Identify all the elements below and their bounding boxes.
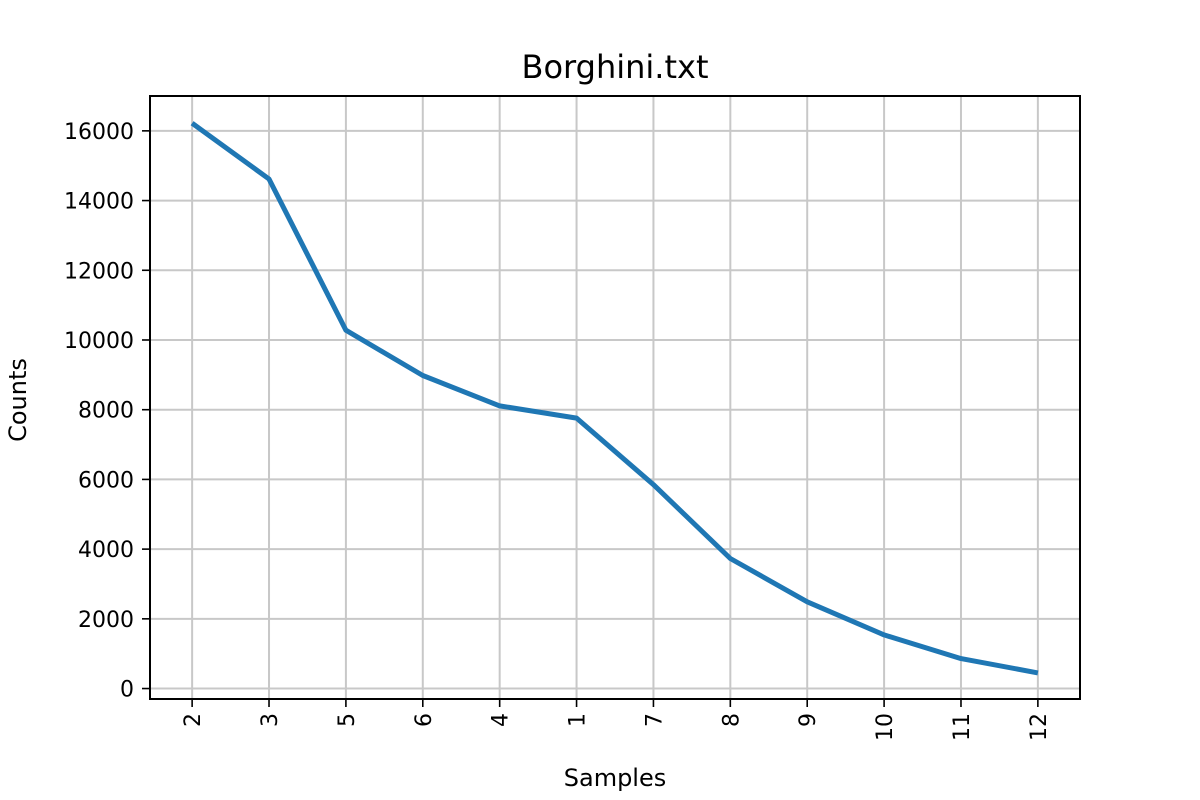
x-tick-label: 11 bbox=[950, 713, 975, 741]
x-tick-label: 7 bbox=[642, 713, 667, 727]
grid bbox=[150, 96, 1080, 699]
x-tick-label: 9 bbox=[796, 713, 821, 727]
y-axis-label: Counts bbox=[4, 358, 32, 442]
y-tick-label: 0 bbox=[120, 678, 134, 703]
x-tick-label: 4 bbox=[489, 713, 514, 727]
axis-ticks bbox=[142, 130, 1039, 707]
x-tick-label: 5 bbox=[335, 713, 360, 727]
x-tick-label: 6 bbox=[412, 713, 437, 727]
y-tick-label: 2000 bbox=[78, 608, 134, 633]
x-tick-label: 1 bbox=[566, 713, 591, 727]
y-tick-label: 6000 bbox=[78, 468, 134, 493]
plot-frame bbox=[149, 95, 1081, 700]
y-tick-label: 4000 bbox=[78, 538, 134, 563]
x-axis-label: Samples bbox=[564, 764, 667, 792]
x-tick-label: 10 bbox=[873, 713, 898, 741]
series-line bbox=[190, 121, 1039, 676]
y-tick-label: 14000 bbox=[64, 190, 134, 215]
x-tick-label: 8 bbox=[719, 713, 744, 727]
y-tick-label: 16000 bbox=[64, 120, 134, 145]
x-tick-label: 3 bbox=[258, 713, 283, 727]
chart-title: Borghini.txt bbox=[522, 48, 709, 86]
y-tick-label: 12000 bbox=[64, 259, 134, 284]
y-tick-label: 8000 bbox=[78, 399, 134, 424]
x-tick-label: 12 bbox=[1027, 713, 1052, 741]
series bbox=[190, 121, 1039, 676]
y-tick-label: 10000 bbox=[64, 329, 134, 354]
x-tick-label: 2 bbox=[181, 713, 206, 727]
tick-labels: 2 3 5 6 4 1 7 8 9 10 11 12 0 2000 4000 6000 8000 10000 120… bbox=[64, 120, 1052, 741]
